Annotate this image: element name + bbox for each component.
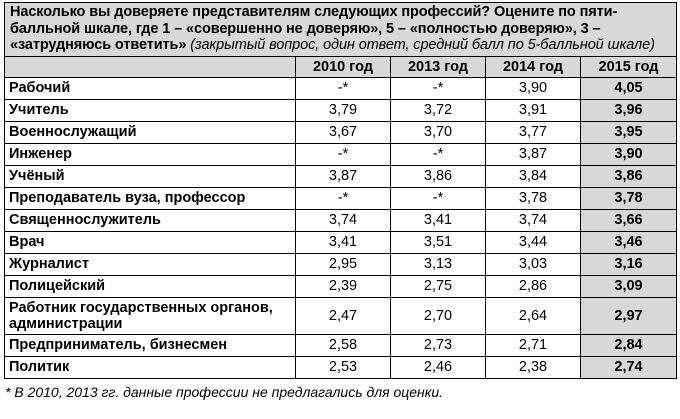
question-note: (закрытый вопрос, один ответ, средний ба… [190,37,655,53]
score-cell: 2,47 [295,296,391,335]
table-row: Полицейский 2,39 2,75 2,86 3,09 [4,274,678,298]
score-cell: 3,77 [485,120,581,144]
score-cell: 3,67 [295,120,391,144]
profession-name: Инженер [4,142,296,166]
profession-name: Работник государственных органов, админи… [4,296,296,335]
score-cell: 2,95 [295,252,391,276]
profession-name: Учёный [4,164,296,188]
score-cell: 2,74 [579,355,678,379]
footnote: * В 2010, 2013 гг. данные профессии не п… [5,383,444,400]
score-cell: -* [390,142,486,166]
score-cell: 2,46 [390,355,486,379]
trust-table: Насколько вы доверяете представителям сл… [3,2,678,379]
score-cell: 3,86 [390,164,486,188]
score-cell: 3,96 [579,98,678,122]
score-cell: 2,75 [390,274,486,298]
table-row: Работник государственных органов, админи… [4,296,678,335]
score-cell: -* [390,76,486,100]
score-cell: 3,90 [485,76,581,100]
table-row: Священнослужитель 3,74 3,41 3,74 3,66 [4,208,678,232]
column-header: 2010 год [295,55,391,78]
score-cell: 3,41 [295,230,391,254]
profession-name: Политик [4,355,296,379]
score-cell: 3,09 [579,274,678,298]
score-cell: -* [295,76,391,100]
profession-name: Предприниматель, бизнесмен [4,333,296,357]
profession-name: Военнослужащий [4,120,296,144]
table-row: Военнослужащий 3,67 3,70 3,77 3,95 [4,120,678,144]
profession-name: Рабочий [4,76,296,100]
profession-name: Журналист [4,252,296,276]
score-cell: 3,90 [579,142,678,166]
score-cell: 2,73 [390,333,486,357]
table-row: Политик 2,53 2,46 2,38 2,74 [4,355,678,379]
score-cell: 4,05 [579,76,678,100]
question-header: Насколько вы доверяете представителям сл… [3,2,678,57]
score-cell: 2,53 [295,355,391,379]
score-cell: 3,87 [295,164,391,188]
score-cell: 2,71 [485,333,581,357]
score-cell: 3,78 [485,186,581,210]
profession-name: Учитель [4,98,296,122]
score-cell: -* [295,142,391,166]
score-cell: 3,03 [485,252,581,276]
score-cell: 3,84 [485,164,581,188]
score-cell: 2,39 [295,274,391,298]
score-cell: 2,97 [579,296,678,335]
score-cell: 3,66 [579,208,678,232]
score-cell: 3,91 [485,98,581,122]
profession-name: Священнослужитель [4,208,296,232]
table-row: Учёный 3,87 3,86 3,84 3,86 [4,164,678,188]
table-row: Инженер -* -* 3,87 3,90 [4,142,678,166]
survey-document: Насколько вы доверяете представителям сл… [3,2,678,400]
score-cell: -* [295,186,391,210]
score-cell: 3,78 [579,186,678,210]
score-cell: 2,58 [295,333,391,357]
score-cell: 2,38 [485,355,581,379]
column-header: 2015 год [579,55,678,78]
score-cell: 3,16 [579,252,678,276]
profession-name: Полицейский [4,274,296,298]
column-header: 2014 год [485,55,581,78]
score-cell: 3,13 [390,252,486,276]
score-cell: 3,95 [579,120,678,144]
score-cell: 3,87 [485,142,581,166]
score-cell: 3,79 [295,98,391,122]
score-cell: 2,70 [390,296,486,335]
table-row: Врач 3,41 3,51 3,44 3,46 [4,230,678,254]
score-cell: 3,70 [390,120,486,144]
score-cell: 3,74 [295,208,391,232]
score-cell: 3,74 [485,208,581,232]
table-row: Предприниматель, бизнесмен 2,58 2,73 2,71 2,… [4,333,678,357]
score-cell: -* [390,186,486,210]
table-row: Преподаватель вуза, профессор -* -* 3,78 3,7… [4,186,678,210]
score-cell: 3,86 [579,164,678,188]
corner-cell [4,55,296,78]
score-cell: 2,64 [485,296,581,335]
table-row: Учитель 3,79 3,72 3,91 3,96 [4,98,678,122]
profession-name: Преподаватель вуза, профессор [4,186,296,210]
score-cell: 3,41 [390,208,486,232]
table-body: Рабочий -* -* 3,90 4,05 Учитель 3,79 3,72 3,91 3,… [4,76,678,379]
score-cell: 2,86 [485,274,581,298]
column-header-row: 2010 год 2013 год 2014 год 2015 год [4,55,678,78]
score-cell: 3,46 [579,230,678,254]
profession-name: Врач [4,230,296,254]
question-text: Насколько вы доверяете представителям сл… [10,4,618,53]
column-header: 2013 год [390,55,486,78]
score-cell: 2,84 [579,333,678,357]
score-cell: 3,72 [390,98,486,122]
table-row: Журналист 2,95 3,13 3,03 3,16 [4,252,678,276]
score-cell: 3,51 [390,230,486,254]
score-cell: 3,44 [485,230,581,254]
table-row: Рабочий -* -* 3,90 4,05 [4,76,678,100]
